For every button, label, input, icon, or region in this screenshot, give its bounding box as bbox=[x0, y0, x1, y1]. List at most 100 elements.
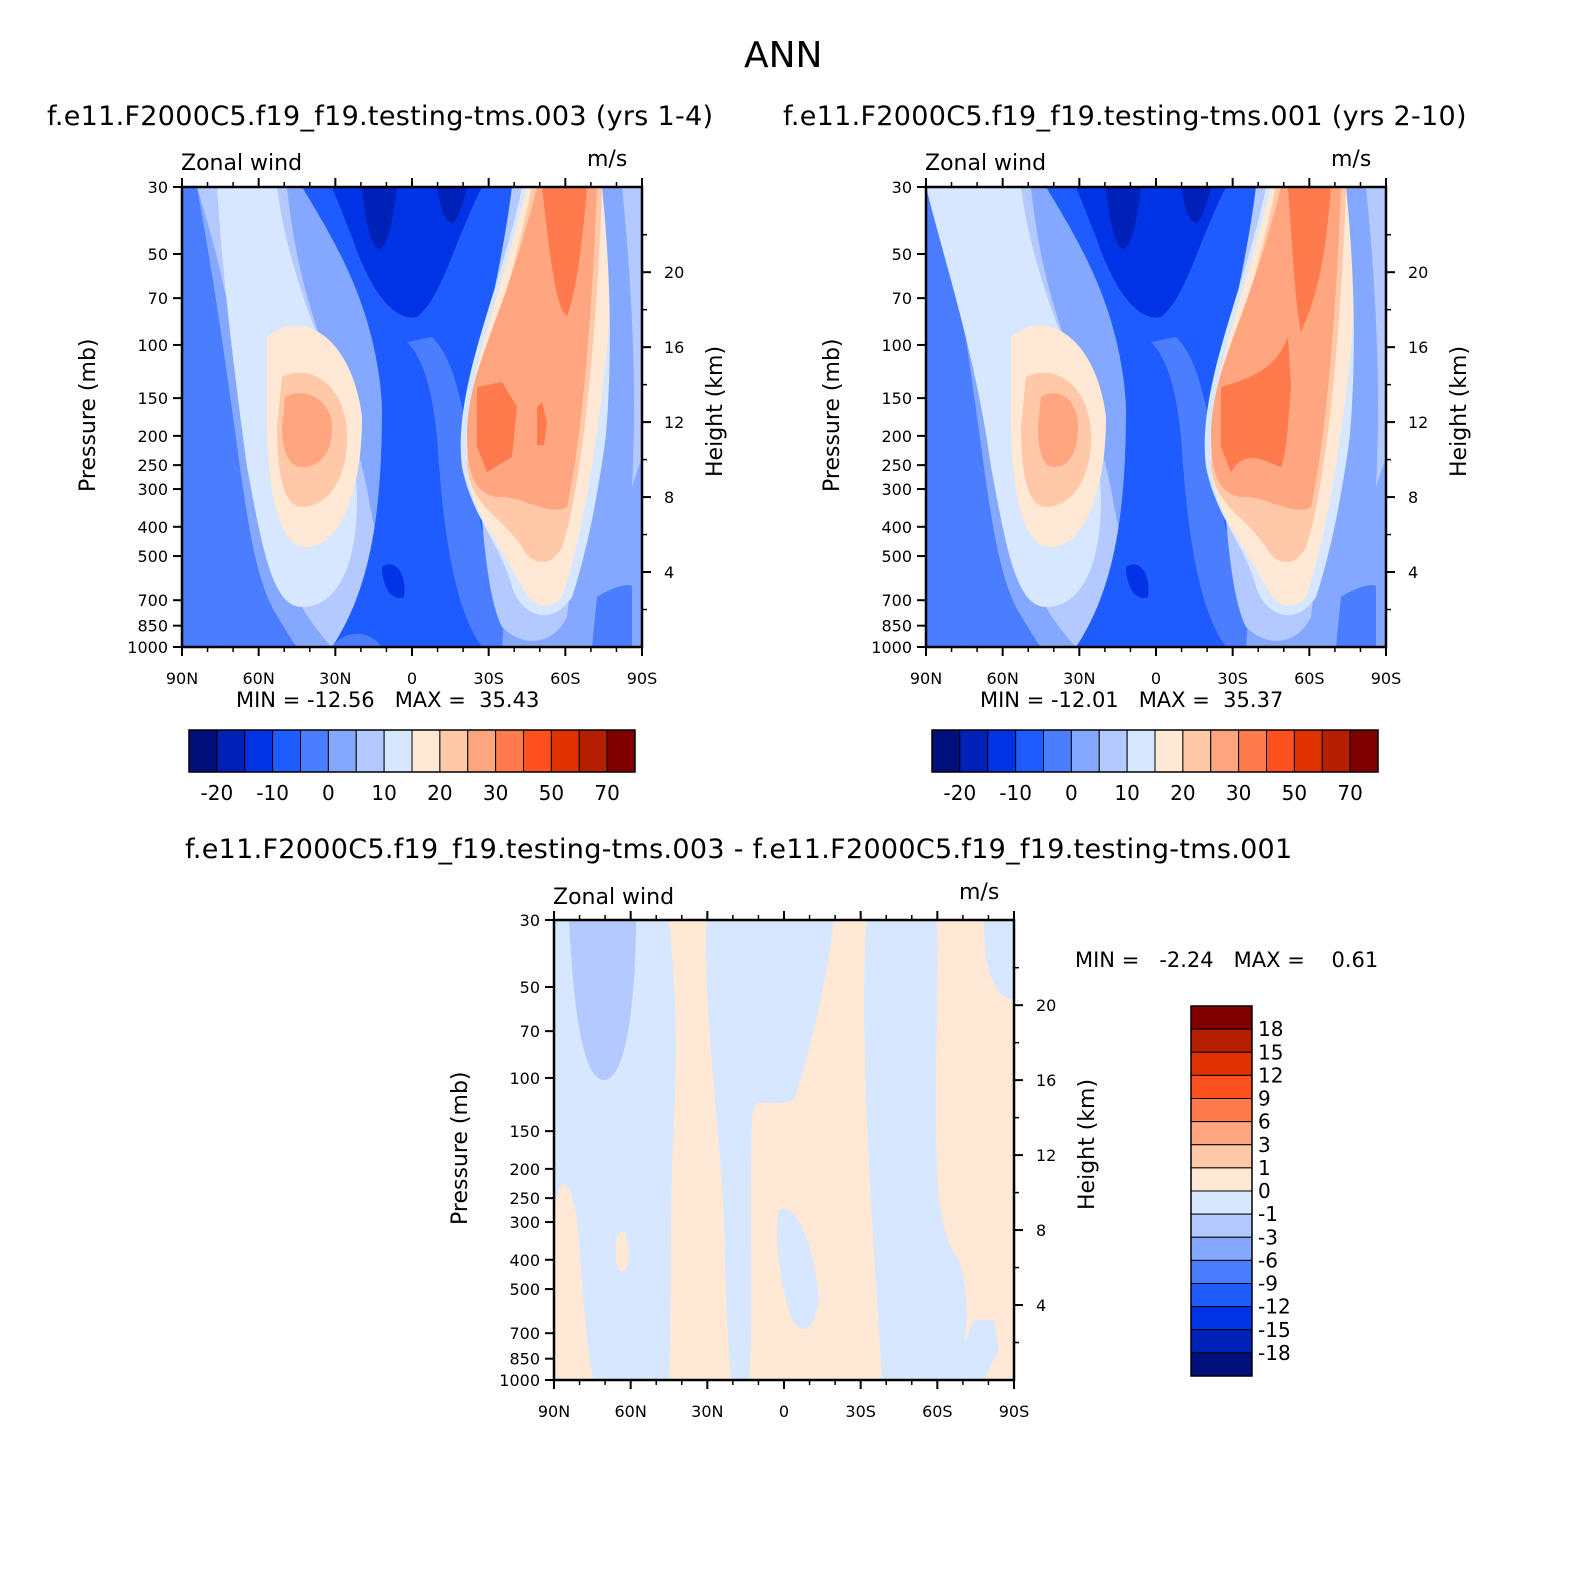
y-tick-label: 300 bbox=[881, 480, 912, 499]
colorbar-label: 70 bbox=[1337, 781, 1362, 805]
colorbar-label: 1 bbox=[1258, 1156, 1271, 1180]
colorbar-label: -10 bbox=[999, 781, 1032, 805]
colorbar-swatch bbox=[216, 729, 246, 773]
y2-tick-label: 4 bbox=[664, 563, 674, 582]
x-tick-label: 60N bbox=[987, 669, 1019, 688]
y2-tick-label: 20 bbox=[664, 263, 684, 282]
y2-tick-label: 16 bbox=[1408, 338, 1428, 357]
y-tick-label: 50 bbox=[148, 245, 168, 264]
colorbar-swatch bbox=[1190, 1283, 1253, 1308]
colorbar-swatch bbox=[188, 729, 218, 773]
y-tick-label: 300 bbox=[137, 480, 168, 499]
panel2-title: f.e11.F2000C5.f19_f19.testing-tms.001 (y… bbox=[783, 101, 1467, 132]
colorbar-label: -18 bbox=[1258, 1341, 1291, 1365]
colorbar-frame bbox=[931, 729, 1379, 773]
y2-tick-label: 4 bbox=[1408, 563, 1418, 582]
panel2-min-max: MIN = -12.01 MAX = 35.37 bbox=[980, 688, 1284, 712]
y-tick-label: 700 bbox=[137, 591, 168, 610]
colorbar-swatch bbox=[1015, 729, 1044, 773]
y-tick-label: 30 bbox=[148, 178, 168, 197]
colorbar-swatch bbox=[523, 729, 552, 773]
x-tick-label: 30S bbox=[1217, 669, 1248, 688]
colorbar-swatch bbox=[1293, 729, 1323, 773]
y-tick-label: 50 bbox=[892, 245, 912, 264]
colorbar-swatch bbox=[1182, 729, 1212, 773]
colorbar-frame bbox=[1190, 1005, 1253, 1377]
y2-tick-label: 8 bbox=[1036, 1221, 1046, 1240]
colorbar-swatch bbox=[467, 729, 497, 773]
y-tick-label: 250 bbox=[137, 456, 168, 475]
colorbar-swatch bbox=[1190, 1028, 1253, 1053]
colorbar-swatch bbox=[1321, 729, 1351, 773]
y-tick-label: 70 bbox=[520, 1022, 540, 1041]
colorbar-swatch bbox=[1190, 1190, 1253, 1215]
y2-tick-label: 12 bbox=[1036, 1146, 1056, 1165]
y-tick-label: 850 bbox=[509, 1350, 540, 1369]
colorbar-swatch bbox=[383, 729, 413, 773]
y-tick-label: 850 bbox=[137, 617, 168, 636]
y-tick-label: 200 bbox=[509, 1160, 540, 1179]
y2-tick-label: 12 bbox=[1408, 413, 1428, 432]
colorbar-swatch bbox=[606, 729, 636, 773]
y-tick-label: 850 bbox=[881, 617, 912, 636]
y-tick-label: 400 bbox=[881, 518, 912, 537]
colorbar-swatch bbox=[1126, 729, 1156, 773]
colorbar-swatch bbox=[1238, 729, 1267, 773]
colorbar-label: 70 bbox=[594, 781, 619, 805]
y2-tick-label: 8 bbox=[664, 488, 674, 507]
y-tick-label: 250 bbox=[509, 1189, 540, 1208]
panel3-min-max: MIN = -2.24 MAX = 0.61 bbox=[1075, 948, 1379, 972]
colorbar-label: 30 bbox=[1226, 781, 1251, 805]
colorbar-swatch bbox=[1349, 729, 1379, 773]
panel1-colorbar: -20 -10 0 10 20 30 50 70 bbox=[188, 729, 636, 805]
colorbar-swatch bbox=[244, 729, 274, 773]
y2-tick-label: 12 bbox=[664, 413, 684, 432]
y-tick-label: 250 bbox=[881, 456, 912, 475]
colorbar-label: 10 bbox=[1114, 781, 1139, 805]
y-tick-label: 400 bbox=[509, 1251, 540, 1270]
colorbar-swatch bbox=[931, 729, 961, 773]
panel2-colorbar: -20 -10 0 10 20 30 50 70 bbox=[931, 729, 1379, 805]
y-tick-label: 500 bbox=[509, 1280, 540, 1299]
panel3-title: f.e11.F2000C5.f19_f19.testing-tms.003 - … bbox=[185, 834, 1293, 865]
panel1-units: m/s bbox=[587, 147, 628, 172]
y-tick-label: 70 bbox=[892, 289, 912, 308]
colorbar-label: 20 bbox=[427, 781, 452, 805]
colorbar-label: 10 bbox=[371, 781, 396, 805]
colorbar-label: 50 bbox=[1282, 781, 1307, 805]
y2-tick-label: 20 bbox=[1036, 996, 1056, 1015]
colorbar-label: -9 bbox=[1258, 1272, 1278, 1296]
panel1-title: f.e11.F2000C5.f19_f19.testing-tms.003 (y… bbox=[47, 101, 714, 132]
y-tick-label: 700 bbox=[509, 1324, 540, 1343]
y-tick-label: 50 bbox=[520, 978, 540, 997]
colorbar-swatch bbox=[1190, 1236, 1253, 1261]
panel1-contour-field bbox=[182, 187, 642, 647]
x-tick-label: 60N bbox=[615, 1402, 647, 1421]
colorbar-label: -10 bbox=[256, 781, 289, 805]
y-tick-label: 300 bbox=[509, 1213, 540, 1232]
colorbar-swatch bbox=[411, 729, 441, 773]
y-tick-label: 150 bbox=[881, 389, 912, 408]
x-tick-label: 30S bbox=[473, 669, 504, 688]
panel3-contour-field bbox=[554, 920, 1014, 1380]
panel3-units: m/s bbox=[959, 880, 1000, 905]
panel1-min-max: MIN = -12.56 MAX = 35.43 bbox=[236, 688, 540, 712]
x-tick-label: 60N bbox=[243, 669, 275, 688]
y-tick-label: 500 bbox=[137, 547, 168, 566]
x-tick-label: 90S bbox=[1371, 669, 1402, 688]
panel2-contour-field bbox=[926, 187, 1386, 647]
x-tick-label: 90S bbox=[627, 669, 658, 688]
y2-tick-label: 4 bbox=[1036, 1296, 1046, 1315]
colorbar-swatch bbox=[1190, 1352, 1253, 1377]
colorbar-label: 30 bbox=[483, 781, 508, 805]
y-tick-label: 200 bbox=[137, 427, 168, 446]
y2-tick-label: 16 bbox=[1036, 1071, 1056, 1090]
y-tick-label: 30 bbox=[520, 911, 540, 930]
colorbar-swatch bbox=[355, 729, 385, 773]
panel3-left-string: Zonal wind bbox=[553, 885, 675, 910]
y-tick-label: 30 bbox=[892, 178, 912, 197]
colorbar-label: 9 bbox=[1258, 1087, 1271, 1111]
x-tick-label: 90N bbox=[166, 669, 198, 688]
x-tick-label: 90S bbox=[999, 1402, 1030, 1421]
